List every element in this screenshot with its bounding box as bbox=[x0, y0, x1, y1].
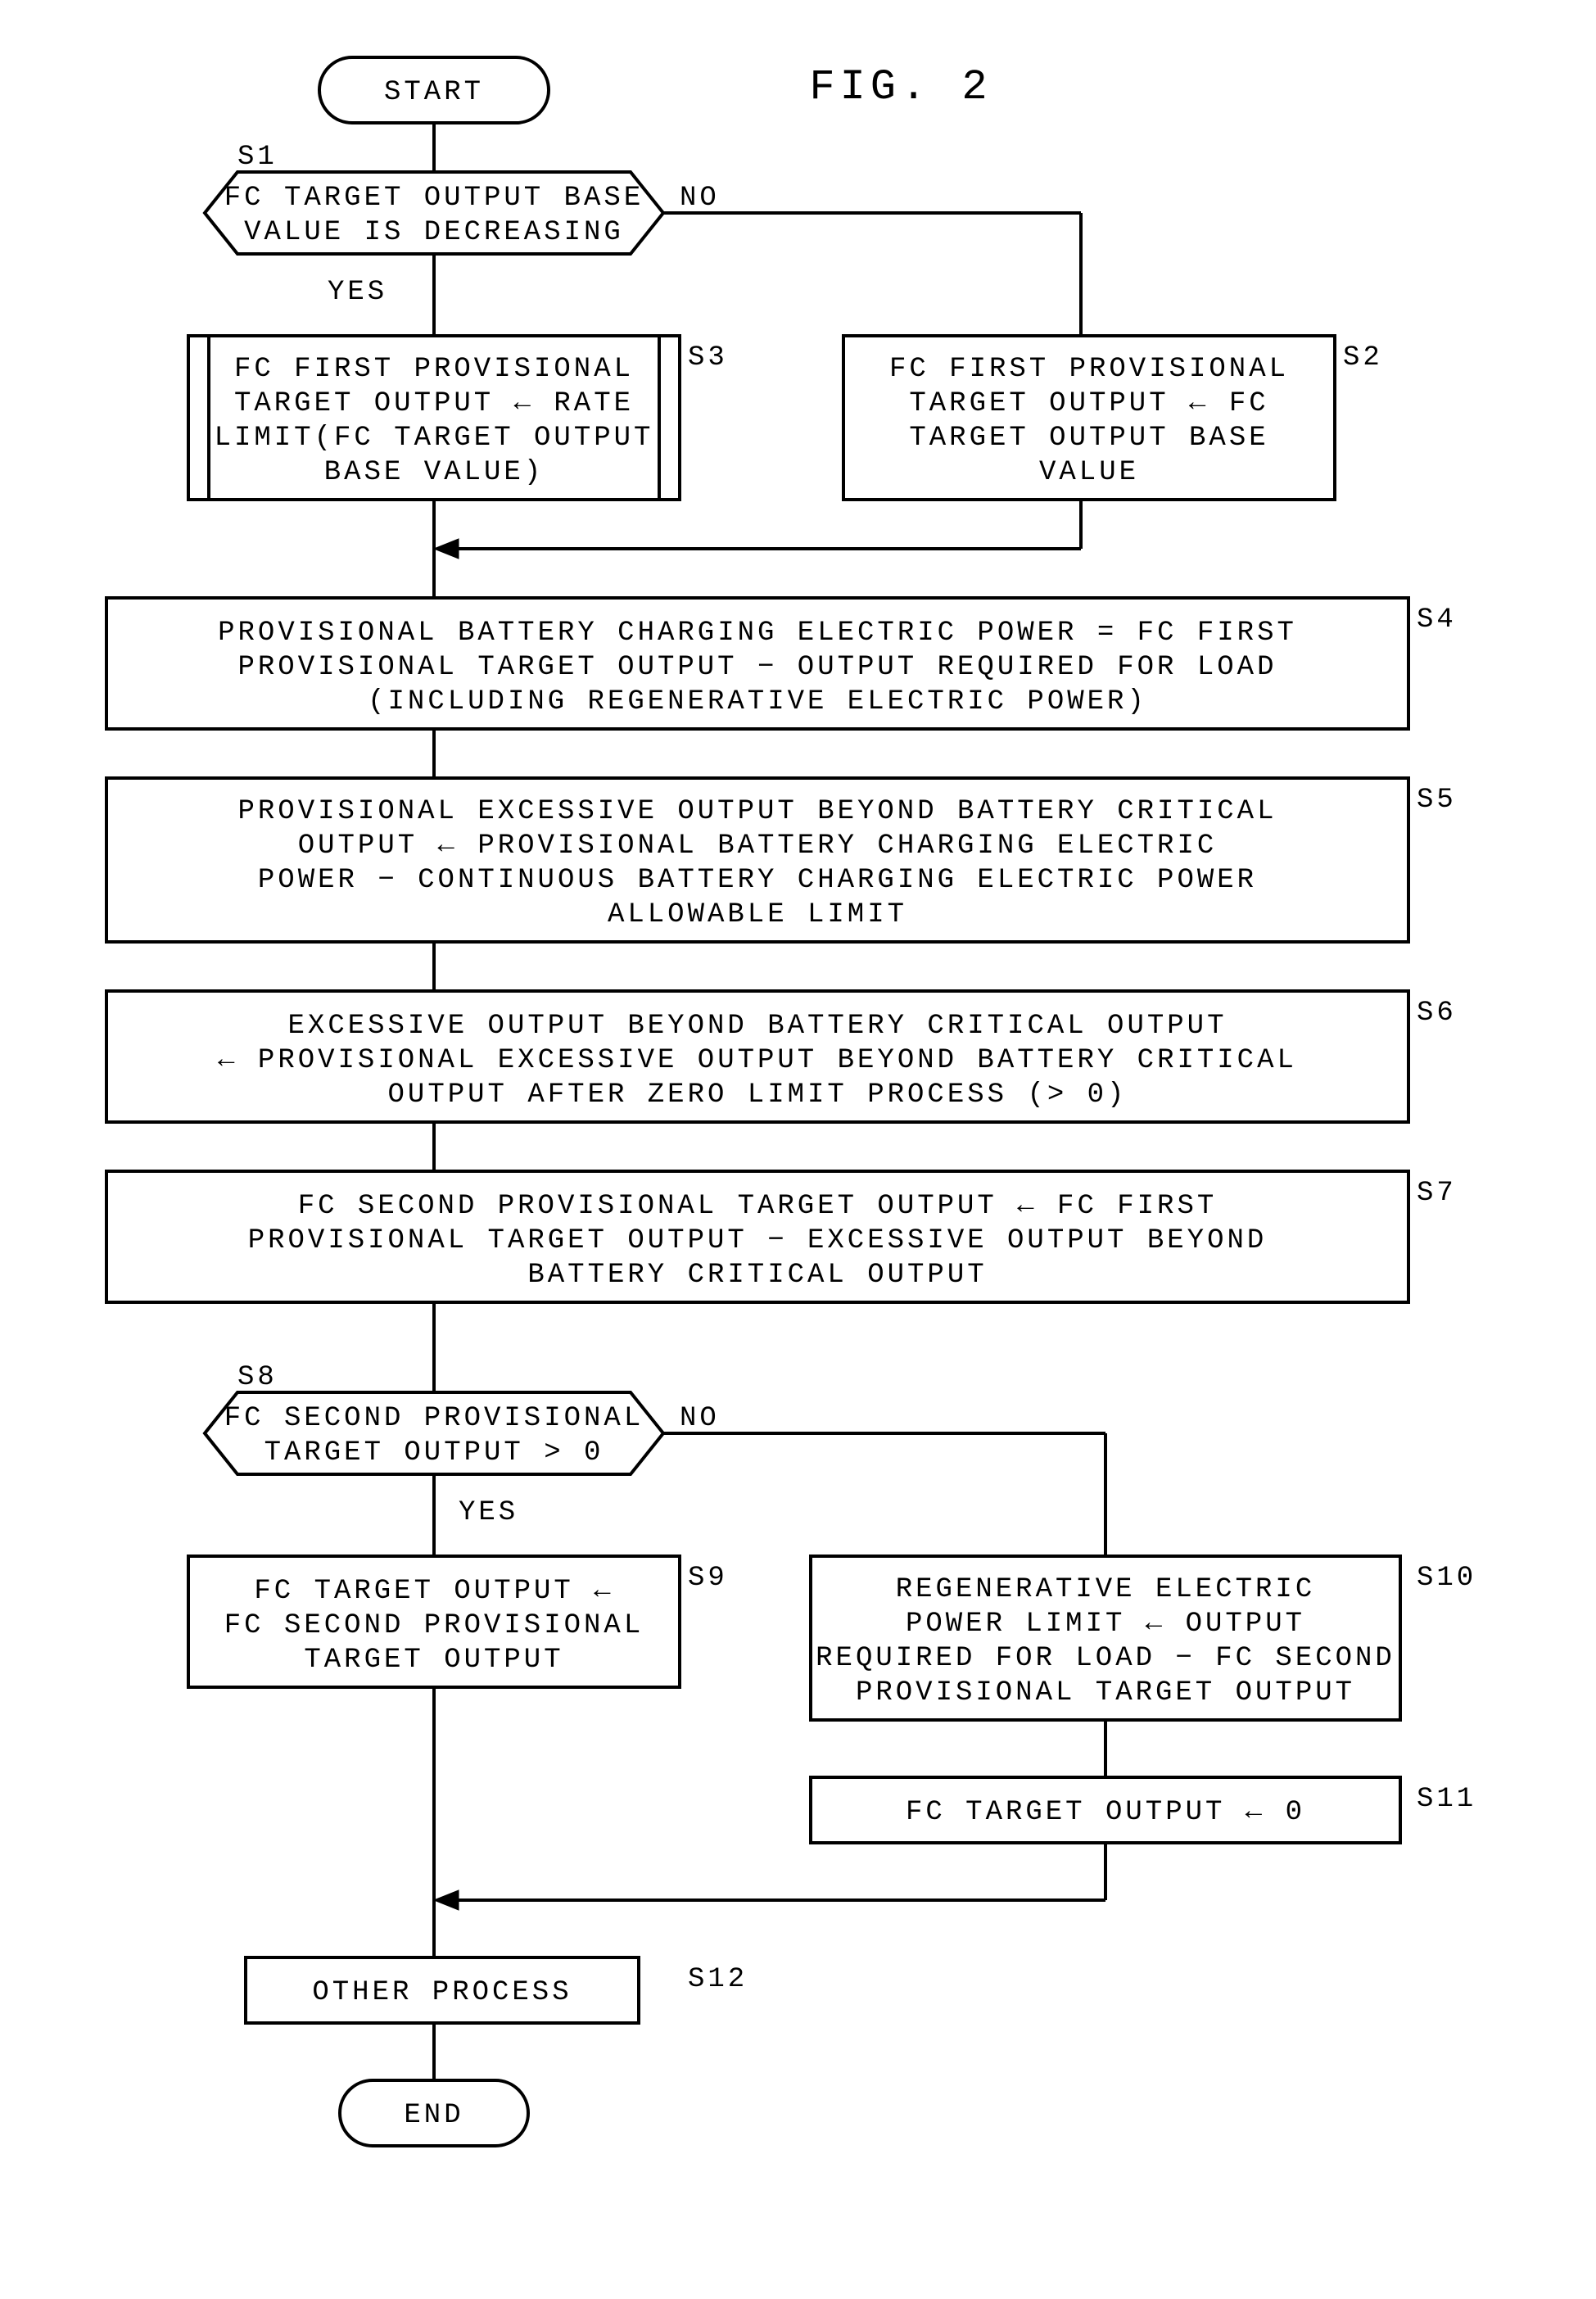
s5-label: S5 bbox=[1417, 785, 1457, 816]
s1-line1: FC TARGET OUTPUT BASE bbox=[224, 183, 644, 214]
s1-decision: FC TARGET OUTPUT BASE VALUE IS DECREASIN… bbox=[205, 172, 663, 254]
s1-yes: YES bbox=[328, 277, 387, 308]
s10-line2: POWER LIMIT ← OUTPUT bbox=[906, 1609, 1305, 1640]
s11-label: S11 bbox=[1417, 1784, 1476, 1815]
s9-process: FC TARGET OUTPUT ← FC SECOND PROVISIONAL… bbox=[188, 1556, 680, 1687]
s10-line4: PROVISIONAL TARGET OUTPUT bbox=[856, 1677, 1355, 1708]
s5-process: PROVISIONAL EXCESSIVE OUTPUT BEYOND BATT… bbox=[106, 778, 1408, 942]
s8-no: NO bbox=[680, 1403, 720, 1434]
s8-label: S8 bbox=[237, 1362, 278, 1393]
s6-label: S6 bbox=[1417, 998, 1457, 1029]
s7-process: FC SECOND PROVISIONAL TARGET OUTPUT ← FC… bbox=[106, 1171, 1408, 1302]
s6-line1: EXCESSIVE OUTPUT BEYOND BATTERY CRITICAL… bbox=[288, 1011, 1228, 1042]
s3-label: S3 bbox=[688, 342, 728, 373]
s12-process: OTHER PROCESS bbox=[246, 1957, 639, 2023]
s8-decision: FC SECOND PROVISIONAL TARGET OUTPUT > 0 bbox=[205, 1392, 663, 1474]
s1-label: S1 bbox=[237, 142, 278, 173]
s10-label: S10 bbox=[1417, 1563, 1476, 1594]
s9-line1: FC TARGET OUTPUT ← bbox=[254, 1576, 613, 1607]
s2-label: S2 bbox=[1343, 342, 1383, 373]
s5-line3: POWER − CONTINUOUS BATTERY CHARGING ELEC… bbox=[258, 865, 1257, 896]
s3-line4: BASE VALUE) bbox=[324, 457, 544, 488]
start-terminator: START bbox=[319, 57, 549, 123]
s12-label: S12 bbox=[688, 1964, 748, 1995]
s9-line3: TARGET OUTPUT bbox=[304, 1645, 563, 1676]
s6-line2: ← PROVISIONAL EXCESSIVE OUTPUT BEYOND BA… bbox=[218, 1045, 1297, 1076]
s6-line3: OUTPUT AFTER ZERO LIMIT PROCESS (> 0) bbox=[388, 1079, 1128, 1111]
s1-line2: VALUE IS DECREASING bbox=[244, 217, 624, 248]
s10-line3: REQUIRED FOR LOAD − FC SECOND bbox=[816, 1643, 1395, 1674]
s7-line1: FC SECOND PROVISIONAL TARGET OUTPUT ← FC… bbox=[298, 1191, 1218, 1222]
start-label: START bbox=[384, 77, 484, 108]
s2-line4: VALUE bbox=[1039, 457, 1139, 488]
s5-line2: OUTPUT ← PROVISIONAL BATTERY CHARGING EL… bbox=[298, 830, 1218, 862]
s12-line1: OTHER PROCESS bbox=[312, 1977, 572, 2008]
s6-process: EXCESSIVE OUTPUT BEYOND BATTERY CRITICAL… bbox=[106, 991, 1408, 1122]
s3-line2: TARGET OUTPUT ← RATE bbox=[234, 388, 634, 419]
s9-label: S9 bbox=[688, 1563, 728, 1594]
s8-yes: YES bbox=[459, 1497, 518, 1528]
s5-line1: PROVISIONAL EXCESSIVE OUTPUT BEYOND BATT… bbox=[238, 796, 1277, 827]
s7-label: S7 bbox=[1417, 1178, 1457, 1209]
s10-process: REGENERATIVE ELECTRIC POWER LIMIT ← OUTP… bbox=[811, 1556, 1400, 1720]
s11-line1: FC TARGET OUTPUT ← 0 bbox=[906, 1797, 1305, 1828]
s4-process: PROVISIONAL BATTERY CHARGING ELECTRIC PO… bbox=[106, 598, 1408, 729]
s2-line2: TARGET OUTPUT ← FC bbox=[909, 388, 1268, 419]
s9-line2: FC SECOND PROVISIONAL bbox=[224, 1610, 644, 1641]
s2-line1: FC FIRST PROVISIONAL bbox=[889, 354, 1289, 385]
s3-line1: FC FIRST PROVISIONAL bbox=[234, 354, 634, 385]
s4-label: S4 bbox=[1417, 604, 1457, 636]
flowchart-svg: FIG. 2 START S1 FC TARGET OUTPUT BASE VA… bbox=[0, 0, 1596, 2299]
s7-line3: BATTERY CRITICAL OUTPUT bbox=[527, 1260, 987, 1291]
s8-line1: FC SECOND PROVISIONAL bbox=[224, 1403, 644, 1434]
s4-line1: PROVISIONAL BATTERY CHARGING ELECTRIC PO… bbox=[218, 618, 1297, 649]
s11-process: FC TARGET OUTPUT ← 0 bbox=[811, 1777, 1400, 1843]
s2-line3: TARGET OUTPUT BASE bbox=[909, 423, 1268, 454]
s3-line3: LIMIT(FC TARGET OUTPUT bbox=[215, 423, 654, 454]
s4-line3: (INCLUDING REGENERATIVE ELECTRIC POWER) bbox=[368, 686, 1147, 717]
end-terminator: END bbox=[340, 2080, 528, 2146]
s1-no: NO bbox=[680, 183, 720, 214]
s2-process: FC FIRST PROVISIONAL TARGET OUTPUT ← FC … bbox=[843, 336, 1335, 500]
figure-title: FIG. 2 bbox=[809, 63, 992, 111]
s10-line1: REGENERATIVE ELECTRIC bbox=[896, 1574, 1315, 1605]
end-label: END bbox=[404, 2100, 463, 2131]
s5-line4: ALLOWABLE LIMIT bbox=[608, 899, 907, 930]
s3-process: FC FIRST PROVISIONAL TARGET OUTPUT ← RAT… bbox=[188, 336, 680, 500]
s8-line2: TARGET OUTPUT > 0 bbox=[264, 1437, 604, 1469]
s7-line2: PROVISIONAL TARGET OUTPUT − EXCESSIVE OU… bbox=[248, 1225, 1268, 1256]
s4-line2: PROVISIONAL TARGET OUTPUT − OUTPUT REQUI… bbox=[238, 652, 1277, 683]
